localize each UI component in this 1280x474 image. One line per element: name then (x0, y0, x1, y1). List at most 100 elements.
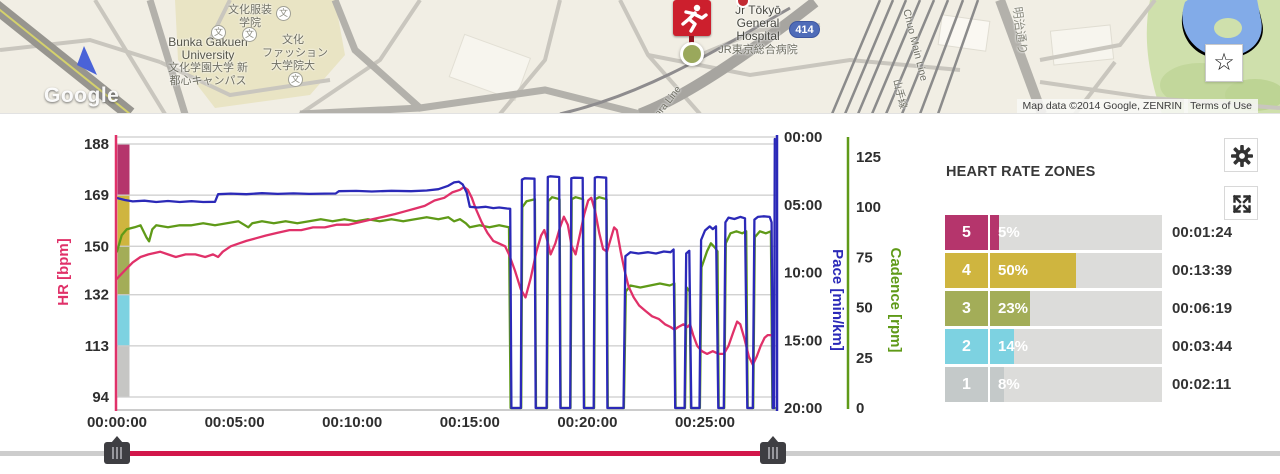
secondary-map-marker[interactable] (736, 0, 750, 8)
zone-bar-fill (990, 367, 1004, 402)
zone-number: 1 (945, 367, 988, 402)
route-414-shield: 414 (789, 21, 820, 38)
zone-percent-label: 8% (998, 376, 1020, 393)
x-tick-label: 00:20:00 (557, 414, 617, 431)
runner-marker-box (673, 0, 711, 36)
hr-zone-row-2[interactable]: 2 14% 00:03:44 (945, 329, 1265, 364)
terms-of-use-link[interactable]: Terms of Use (1184, 99, 1258, 113)
expand-arrows-icon (1232, 194, 1252, 214)
hr-zone-row-5[interactable]: 5 5% 00:01:24 (945, 215, 1265, 250)
heart-rate-zones-panel: HEART RATE ZONES 5 5% 00:01:24 4 50% 00:13:39… (945, 160, 1265, 410)
zone-bar: 23% (990, 291, 1162, 326)
direction-arrow-icon (77, 46, 97, 75)
zone-bar-fill (990, 329, 1015, 364)
x-tick-label: 00:05:00 (205, 414, 265, 431)
map-attribution: Map data ©2014 Google, ZENRIN (1016, 99, 1188, 113)
hr-zone-band-segment (117, 345, 130, 397)
zone-time-label: 00:01:24 (1172, 224, 1233, 241)
map-canvas[interactable]: 文化服装 学院 Bunka Gakuen University 文化学園大学 新都心… (0, 0, 1280, 114)
map-label-school: 文化服装 学院 (228, 4, 272, 29)
x-tick-label: 00:15:00 (440, 414, 500, 431)
school-icon: 文 (288, 72, 303, 87)
hr-zone-band-segment (117, 195, 130, 247)
map-label-university-jp: 文化学園大学 新都心キャンパス (167, 62, 249, 87)
hr-tick-label: 188 (84, 136, 109, 153)
zone-bar: 50% (990, 253, 1162, 288)
hr-zone-row-1[interactable]: 1 8% 00:02:11 (945, 367, 1265, 402)
expand-button[interactable] (1224, 186, 1258, 220)
series-pace (115, 137, 776, 410)
series-cadence (115, 196, 776, 410)
scrubber-left-handle[interactable] (104, 436, 130, 464)
rail-odawara-line (559, 6, 791, 113)
x-tick-label: 00:25:00 (675, 414, 735, 431)
settings-button[interactable] (1224, 138, 1258, 172)
heart-rate-zones-title: HEART RATE ZONES (946, 164, 1096, 180)
zone-percent-label: 5% (998, 224, 1020, 241)
zone-bar-fill (990, 253, 1076, 288)
zone-bar-fill (990, 291, 1030, 326)
hr-zone-band-segment (117, 144, 130, 196)
cadence-axis-title: Cadence [rpm] (887, 247, 904, 352)
hr-zone-row-3[interactable]: 3 23% 00:06:19 (945, 291, 1265, 326)
hr-tick-label: 132 (84, 287, 109, 304)
favorite-star-button[interactable]: ☆ (1205, 44, 1243, 82)
cadence-tick-label: 125 (856, 149, 881, 166)
zone-time-label: 00:06:19 (1172, 300, 1233, 317)
pace-axis-title: Pace [min/km] (829, 249, 846, 351)
road-meiji-dori (995, 0, 1047, 113)
scrubber-right-handle[interactable] (760, 436, 786, 464)
time-range-scrubber (0, 430, 1280, 474)
grip-lines-icon (768, 447, 778, 459)
pace-tick-label: 20:00 (784, 400, 822, 417)
zone-number: 4 (945, 253, 988, 288)
pace-tick-label: 05:00 (784, 197, 822, 214)
road-campus-west (146, 0, 189, 113)
grip-lines-icon (112, 447, 122, 459)
map-label-university-en: Bunka Gakuen University (168, 35, 248, 62)
cadence-tick-label: 100 (856, 199, 881, 216)
zone-time-label: 00:03:44 (1172, 338, 1233, 355)
map-label-fashion-school: 文化 ファッション 大学院大 (262, 34, 328, 72)
zone-bar: 14% (990, 329, 1162, 364)
activity-start-marker[interactable] (673, 0, 713, 66)
school-icon: 文 (211, 25, 226, 40)
cadence-tick-label: 0 (856, 400, 864, 417)
hr-axis-title: HR [bpm] (55, 238, 72, 306)
zone-bar: 5% (990, 215, 1162, 250)
cadence-tick-label: 25 (856, 350, 873, 367)
school-icon: 文 (276, 6, 291, 21)
railway-cluster (831, 0, 980, 113)
cadence-tick-label: 75 (856, 249, 873, 266)
hr-zone-band-segment (117, 294, 130, 346)
pace-tick-label: 10:00 (784, 265, 822, 282)
zone-percent-label: 23% (998, 300, 1029, 317)
cadence-tick-label: 50 (856, 300, 873, 317)
zone-percent-label: 50% (998, 262, 1029, 279)
gear-icon (1231, 145, 1253, 167)
pace-tick-label: 15:00 (784, 332, 822, 349)
x-tick-label: 00:10:00 (322, 414, 382, 431)
hr-tick-label: 113 (85, 338, 109, 355)
zone-time-label: 00:13:39 (1172, 262, 1233, 279)
zone-percent-label: 14% (998, 338, 1029, 355)
zone-bar: 8% (990, 367, 1162, 402)
school-icon: 文 (242, 27, 257, 42)
scrubber-selected-range[interactable] (117, 451, 773, 456)
google-logo: Google (44, 84, 120, 107)
hr-tick-label: 94 (92, 389, 109, 406)
route-414-road (638, 0, 819, 113)
runner-icon (681, 4, 708, 33)
map-label-hospital-jp: JR東京総合病院 (718, 44, 798, 56)
map-base-drawing (0, 0, 1280, 113)
position-dot (680, 42, 704, 66)
zone-number: 2 (945, 329, 988, 364)
zone-bar-fill (990, 215, 999, 250)
zone-number: 5 (945, 215, 988, 250)
hr-zone-row-4[interactable]: 4 50% 00:13:39 (945, 253, 1265, 288)
x-tick-label: 00:00:00 (87, 414, 147, 431)
hr-tick-label: 150 (84, 238, 109, 255)
hr-tick-label: 169 (84, 187, 109, 204)
